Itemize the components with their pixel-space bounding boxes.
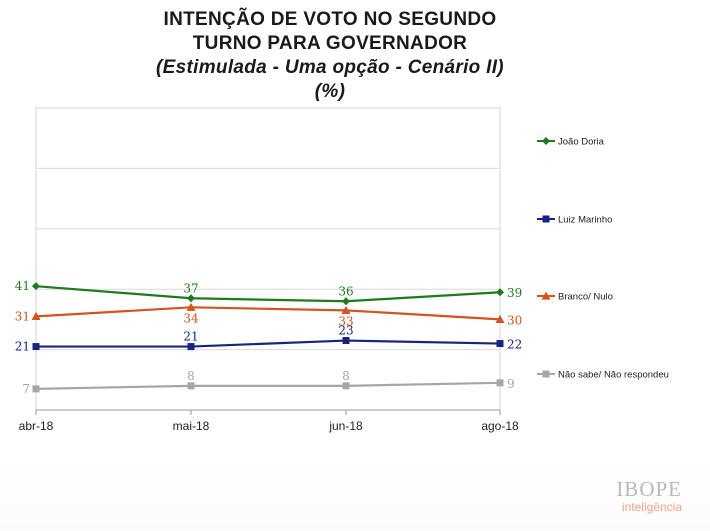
series-line	[36, 339, 501, 348]
legend-item: Não sabe/ Não respondeu	[537, 370, 669, 381]
data-point	[496, 288, 504, 297]
data-point	[495, 314, 505, 323]
data-point	[187, 343, 195, 351]
x-tick-label: abr-18	[19, 419, 54, 433]
data-label: 37	[183, 281, 198, 295]
data-point	[342, 297, 350, 306]
series-line	[35, 381, 501, 390]
legend-label: Branco/ Nulo	[558, 292, 613, 303]
data-point	[341, 305, 351, 314]
chart-title: INTENÇÃO DE VOTO NO SEGUNDO TURNO PARA G…	[0, 8, 660, 104]
legend-item: Branco/ Nulo	[537, 291, 613, 303]
x-tick-label: mai-18	[173, 419, 210, 433]
series-0: 41 37 36 39	[15, 279, 522, 306]
data-point	[32, 343, 40, 351]
data-point	[542, 215, 550, 223]
chart-grid	[35, 107, 501, 411]
data-label: 7	[22, 382, 30, 396]
legend-item: João Doria	[537, 137, 605, 148]
data-label: 36	[338, 284, 353, 298]
legend-label: Não sabe/ Não respondeu	[558, 370, 669, 381]
data-label: 33	[338, 314, 353, 328]
series-line	[35, 306, 501, 321]
data-point	[342, 337, 350, 345]
data-label: 31	[15, 309, 30, 323]
data-point	[187, 382, 195, 390]
data-label: 34	[183, 311, 199, 325]
series-3: 7 8 8 9	[22, 369, 514, 396]
data-label: 39	[507, 286, 522, 300]
data-label: 21	[15, 340, 30, 354]
data-label: 21	[183, 330, 198, 344]
chart-axes: abr-18 mai-18 jun-18 ago-18	[19, 409, 519, 433]
plot-area	[35, 107, 501, 411]
data-label: 30	[507, 313, 522, 327]
data-point	[541, 291, 551, 300]
data-point	[542, 137, 550, 145]
chart-legend: João Doria Luiz Marinho Branco/ Nulo Não sa…	[537, 137, 669, 381]
title-subtitle: (Estimulada - Uma opção - Cenário II)	[156, 57, 504, 78]
chart-series: 41 37 36 39 21 21 23 22 31 34 33 30 7 8 8 9	[15, 279, 523, 396]
data-point	[342, 382, 350, 390]
data-point	[496, 340, 504, 348]
legend-label: Luiz Marinho	[558, 215, 612, 226]
ibope-logo: IBOPE inteligência	[616, 478, 682, 514]
data-label: 8	[187, 369, 195, 383]
x-tick-label: jun-18	[328, 419, 363, 433]
data-label: 8	[342, 369, 350, 383]
data-point	[32, 385, 40, 393]
footer-band	[0, 462, 710, 531]
data-point	[496, 379, 504, 387]
x-tick-label: ago-18	[481, 419, 519, 433]
data-point	[31, 311, 41, 320]
data-label: 22	[507, 338, 522, 352]
data-label: 41	[15, 279, 30, 293]
data-point	[32, 282, 40, 291]
brand-name: IBOPE	[616, 477, 682, 501]
title-unit: (%)	[314, 81, 346, 102]
data-point	[542, 370, 550, 378]
title-line-1: INTENÇÃO DE VOTO NO SEGUNDO	[163, 9, 497, 30]
title-line-2: TURNO PARA GOVERNADOR	[192, 33, 468, 54]
data-label: 23	[338, 324, 353, 338]
series-line	[35, 285, 501, 303]
series-2: 31 34 33 30	[15, 302, 522, 328]
data-point	[186, 302, 196, 311]
data-label: 9	[507, 377, 515, 391]
data-point	[187, 294, 195, 303]
legend-label: João Doria	[558, 137, 605, 148]
series-1: 21 21 23 22	[15, 324, 523, 354]
brand-subtitle: inteligência	[621, 500, 682, 514]
legend-item: Luiz Marinho	[537, 215, 612, 226]
